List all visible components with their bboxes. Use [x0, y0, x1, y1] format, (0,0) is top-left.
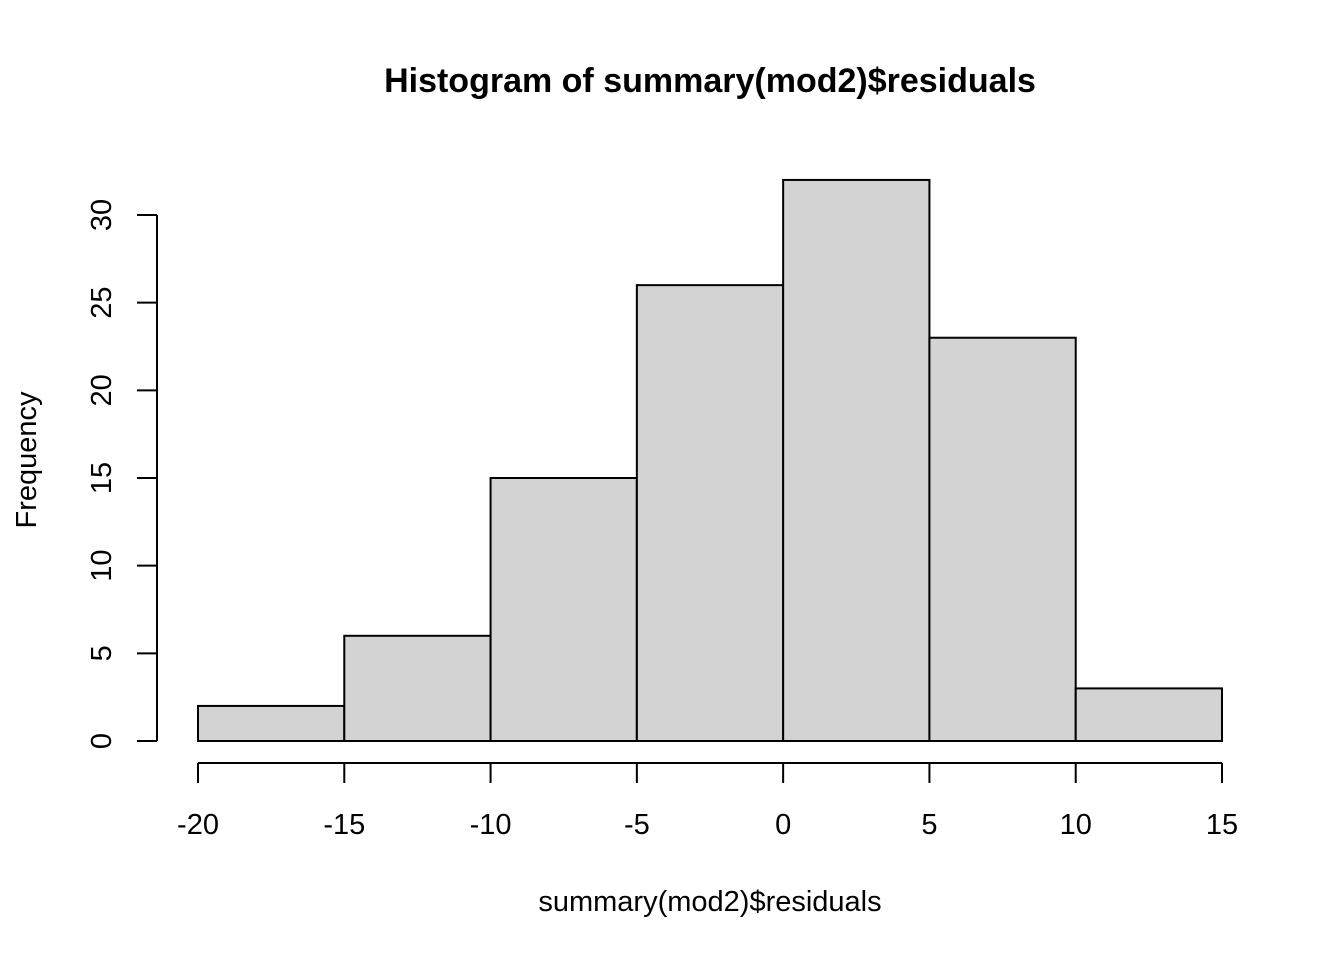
y-tick-label-4: 20	[86, 374, 118, 406]
x-tick-label-1: -15	[323, 809, 365, 841]
y-tick-label-0: 0	[86, 733, 118, 749]
x-tick-label-4: 0	[775, 809, 791, 841]
x-axis: -20 -15 -10 -5 0 5 10 15	[177, 762, 1238, 841]
y-tick-label-6: 30	[86, 199, 118, 231]
y-axis-label: Frequency	[11, 391, 43, 529]
y-axis: 0 5 10 15 20 25 30	[86, 199, 158, 749]
x-tick-label-3: -5	[624, 809, 650, 841]
histogram-bar-5	[928, 336, 1077, 742]
bars-group	[197, 178, 1223, 743]
histogram-bar-2	[489, 477, 638, 742]
x-tick-label-5: 5	[921, 809, 937, 841]
histogram-bar-0	[197, 704, 346, 743]
y-tick-label-2: 10	[86, 550, 118, 582]
histogram-bar-3	[635, 284, 785, 742]
histogram-bar-1	[343, 634, 492, 742]
x-tick-label-0: -20	[177, 809, 219, 841]
x-axis-label: summary(mod2)$residuals	[538, 886, 881, 918]
x-tick-label-2: -10	[470, 809, 512, 841]
x-tick-label-6: 10	[1060, 809, 1092, 841]
x-tick-label-7: 15	[1206, 809, 1238, 841]
histogram-bar-6	[1074, 687, 1223, 743]
y-tick-label-3: 15	[86, 462, 118, 494]
histogram-bar-4	[782, 178, 931, 742]
y-tick-label-1: 5	[86, 645, 118, 661]
chart-title: Histogram of summary(mod2)$residuals	[384, 62, 1036, 100]
y-tick-label-5: 25	[86, 287, 118, 319]
